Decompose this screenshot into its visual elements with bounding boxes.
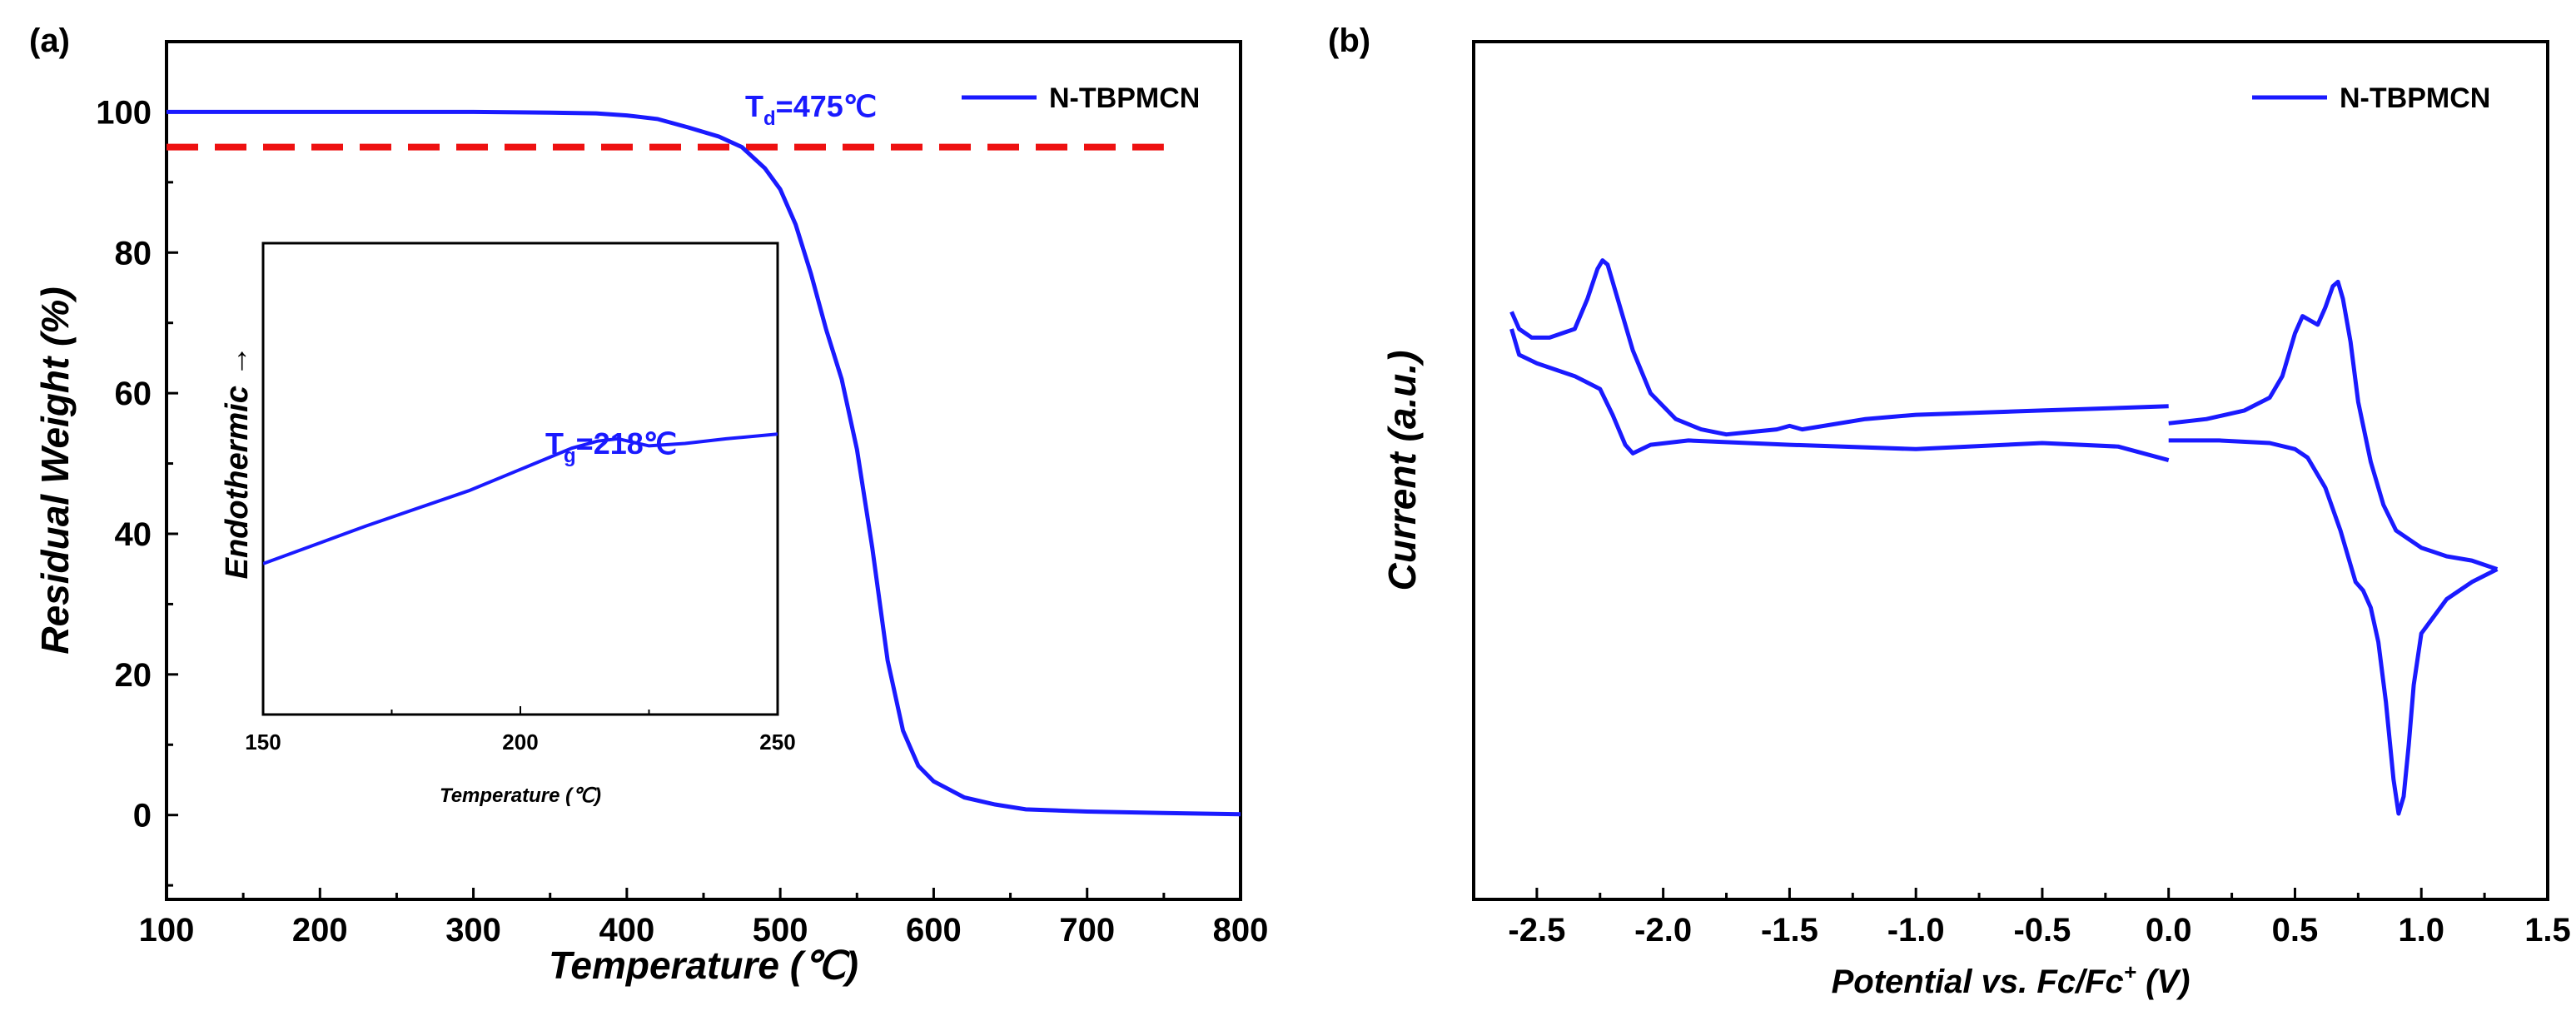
td-annotation: Td=475℃ [745,89,877,130]
b-xtick-label: 1.0 [2398,912,2444,949]
a-xtick-label: 500 [753,912,808,949]
cv-reduction [2168,438,2499,816]
a-xtick-label: 800 [1213,912,1269,949]
cv-lower-scan [1509,328,2170,463]
tg-annotation: Tg=218℃ [545,426,677,467]
endothermic-arrow-icon: → [220,346,255,377]
dsc-curve [263,432,778,565]
cv-curves [1509,258,2499,816]
b-xtick-label: -0.5 [2013,912,2071,949]
inset-ticks [262,706,778,715]
b-xtick-label: 0.0 [2146,912,2192,949]
panel-a-y-axis-label: Residual Weight (%) [33,286,77,654]
a-ytick-label: 100 [96,94,152,131]
panel-a-tick-labels: 100 200 300 400 500 600 700 800 0 20 40 60 80 100 [96,94,1268,949]
a-xtick-label: 100 [139,912,195,949]
panel-a-legend-label: N-TBPMCN [1049,82,1200,114]
panel-b-label: (b) [1328,22,1370,59]
inset-xtick-label: 200 [502,730,538,755]
tga-curve [167,109,1241,817]
a-xtick-label: 700 [1059,912,1115,949]
panel-a: (a) 100 200 300 400 500 600 700 800020406080100… [29,22,1268,987]
inset-frame [261,242,779,716]
a-xtick-label: 600 [906,912,962,949]
dsc-inset: 150 200 250 Temperature (℃) Endothermic → … [220,242,796,807]
panel-b-legend-label: N-TBPMCN [2340,82,2490,114]
a-ytick-label: 40 [115,516,152,553]
a-xtick-label: 200 [292,912,348,949]
b-xtick-label: -2.0 [1634,912,1692,949]
panel-b-y-axis-label: Current (a.u.) [1380,351,1424,591]
panel-b-tick-labels: -2.5 -2.0 -1.5 -1.0 -0.5 0.0 0.5 1.0 1.5 [1508,912,2570,949]
inset-tick-labels: 150 200 250 [245,730,795,755]
a-ytick-label: 60 [115,376,152,412]
cv-upper-scan [1509,258,2169,437]
b-xtick-label: -2.5 [1508,912,1565,949]
b-xtick-label: 1.5 [2524,912,2571,949]
cv-oxidation [2168,279,2499,571]
b-xtick-label: -1.5 [1761,912,1818,949]
a-ytick-label: 80 [115,235,152,271]
panel-b-frame [1472,40,2549,901]
inset-xtick-label: 150 [245,730,281,755]
a-ytick-label: 20 [115,657,152,694]
a-xtick-label: 300 [445,912,501,949]
panel-b: (b) -2.5 -2.0 -1.5 -1.0 -0.5 0.0 0.5 1.0 1.5 Pot… [1328,22,2571,1000]
a-xtick-label: 400 [599,912,654,949]
inset-xtick-label: 250 [759,730,795,755]
inset-y-axis-label: Endothermic → [220,346,255,580]
inset-x-axis-label: Temperature (℃) [440,784,601,807]
panel-a-x-axis-label: Temperature (℃) [549,944,858,987]
panel-b-x-axis-label: Potential vs. Fc/Fc+ (V) [1832,959,2191,1000]
b-xtick-label: -1.0 [1887,912,1945,949]
panel-b-ticks [1472,888,2549,899]
panel-a-label: (a) [29,22,70,59]
a-ytick-label: 0 [133,798,152,834]
b-xtick-label: 0.5 [2272,912,2319,949]
